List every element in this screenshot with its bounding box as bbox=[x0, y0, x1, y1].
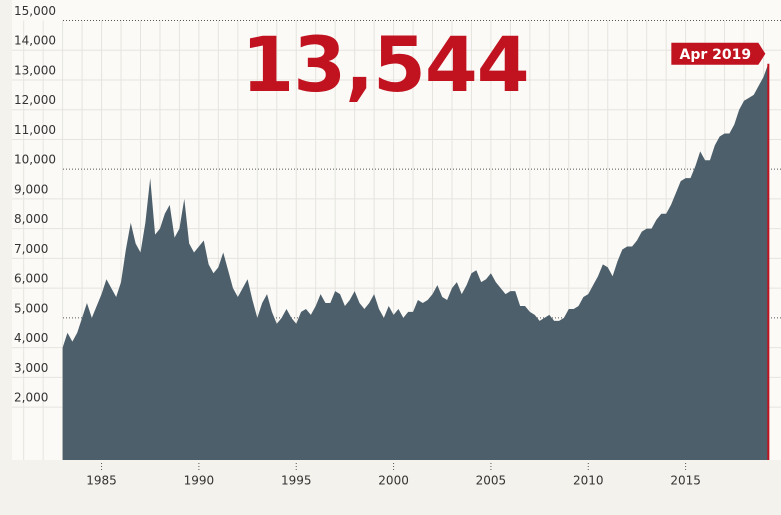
x-tick-label: 1985 bbox=[86, 474, 117, 488]
x-tick-label: 2015 bbox=[670, 474, 701, 488]
y-tick-label: 6,000 bbox=[14, 272, 48, 286]
y-tick-label: 10,000 bbox=[14, 153, 56, 167]
y-tick-label: 2,000 bbox=[14, 391, 48, 405]
annotation: Apr 2019 bbox=[680, 47, 752, 63]
y-tick-label: 8,000 bbox=[14, 212, 48, 226]
y-tick-label: 5,000 bbox=[14, 301, 48, 315]
y-tick-label: 14,000 bbox=[14, 34, 56, 48]
annotation-box bbox=[671, 42, 766, 65]
y-tick-label: 11,000 bbox=[14, 123, 56, 137]
x-tick-label: 2000 bbox=[378, 474, 409, 488]
area bbox=[62, 63, 769, 460]
y-tick-label: 4,000 bbox=[14, 331, 48, 345]
x-tick-label: 1995 bbox=[281, 474, 312, 488]
y-tick-label: 15,000 bbox=[14, 4, 56, 18]
headline: 13,544 bbox=[241, 20, 528, 109]
y-tick-label: 7,000 bbox=[14, 242, 48, 256]
y-tick-label: 9,000 bbox=[14, 182, 48, 196]
y-tick-label: 13,000 bbox=[14, 63, 56, 77]
y-tick-label: 3,000 bbox=[14, 361, 48, 375]
x-tick-label: 2010 bbox=[573, 474, 604, 488]
y-tick-label: 12,000 bbox=[14, 93, 56, 107]
x-tick-label: 2005 bbox=[476, 474, 507, 488]
x-tick-label: 1990 bbox=[184, 474, 215, 488]
